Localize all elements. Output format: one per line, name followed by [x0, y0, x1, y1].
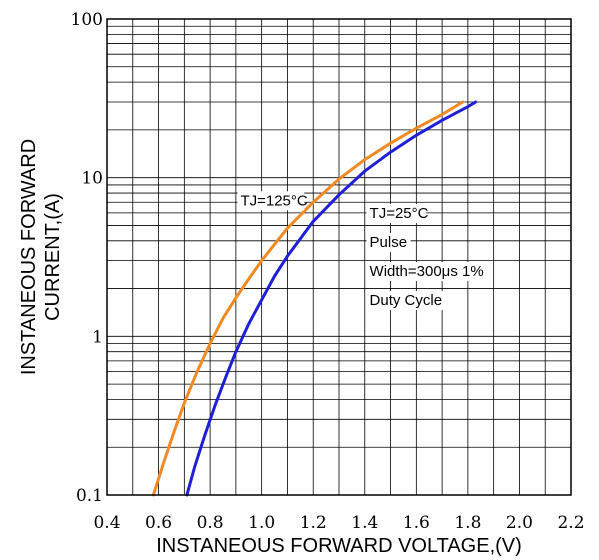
x-tick-label: 1.6 [403, 513, 430, 533]
y-tick-label: 10 [81, 169, 103, 189]
annotation-text: Width=300μs 1% [370, 263, 484, 280]
annotation-text: TJ=25°C [370, 205, 429, 222]
annotation-1: TJ=125°C [237, 191, 308, 211]
x-axis-title: INSTANEOUS FORWARD VOLTAGE,(V) [156, 535, 522, 557]
annotation-text: TJ=125°C [240, 192, 307, 209]
annotation-background [366, 233, 411, 253]
y-tick-label: 100 [71, 10, 103, 30]
x-tick-label: 1.0 [248, 513, 275, 533]
y-tick-labels: 0.1 1 10 100 [71, 10, 103, 506]
y-tick-label: 1 [92, 327, 103, 347]
x-tick-label: 0.8 [197, 513, 224, 533]
y-axis-title-line-1: INSTANEOUS FORWARD [18, 139, 40, 375]
x-tick-label: 1.2 [300, 513, 327, 533]
annotation-background [366, 291, 449, 311]
x-tick-label: 2.2 [557, 513, 584, 533]
annotations: TJ=125°C TJ=25°C Pulse Width=300μs 1% Duty C… [237, 191, 484, 311]
x-tick-label: 2.0 [506, 513, 533, 533]
series-line-2 [185, 100, 478, 497]
annotation-text: Pulse [370, 234, 408, 251]
x-tick-labels: 0.4 0.6 0.8 1.0 1.2 1.4 1.6 1.8 2.0 2.2 [93, 513, 584, 533]
annotation-background [366, 262, 479, 282]
y-axis-title-line-2: CURRENT,(A) [42, 193, 64, 321]
annotation-background [366, 204, 426, 224]
annotation-text: Duty Cycle [370, 292, 443, 309]
x-tick-label: 1.4 [351, 513, 378, 533]
annotation-background [237, 191, 305, 211]
annotation-2: TJ=25°C Pulse Width=300μs 1% Duty Cycle [366, 204, 484, 311]
y-tick-label: 0.1 [76, 486, 103, 506]
x-tick-label: 0.4 [93, 513, 120, 533]
curves [151, 100, 478, 497]
x-tick-label: 0.6 [145, 513, 172, 533]
series-line-1 [151, 100, 465, 497]
x-tick-label: 1.8 [454, 513, 481, 533]
plot-frame [106, 18, 572, 496]
grid [107, 19, 571, 495]
